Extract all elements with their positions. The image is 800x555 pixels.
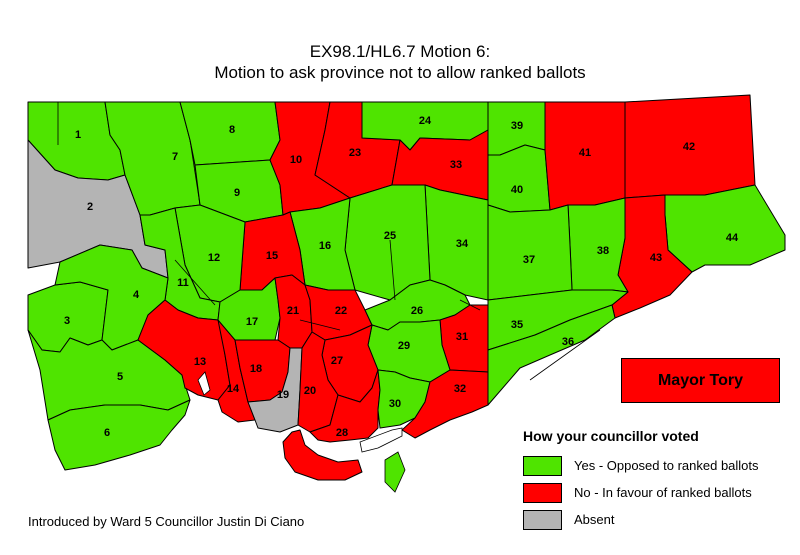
ward-label-15: 15 [266,250,278,262]
legend-label-yes: Yes - Opposed to ranked ballots [574,458,759,473]
ward-label-2: 2 [87,201,93,213]
legend-title: How your councillor voted [523,428,699,444]
ward-label-1: 1 [75,129,81,141]
ward-label-27: 27 [331,355,343,367]
ward-label-38: 38 [597,245,609,257]
ward-label-28: 28 [336,427,348,439]
ward-label-14: 14 [227,383,240,395]
ward-label-35: 35 [511,319,523,331]
ward-label-6: 6 [104,427,110,439]
legend-swatch-no [523,482,562,503]
ward-label-19: 19 [277,389,289,401]
ward-label-33: 33 [450,159,462,171]
mayor-vote-box: Mayor Tory [621,358,780,403]
ward-label-22: 22 [335,305,347,317]
ward-label-24: 24 [419,115,432,127]
ward-label-42: 42 [683,141,695,153]
ward-6 [47,399,191,471]
ward-28 [309,369,381,443]
legend-label-absent: Absent [574,512,615,527]
ward-label-5: 5 [117,371,123,383]
ward-label-37: 37 [523,254,535,266]
ward-label-7: 7 [172,151,178,163]
ward-label-29: 29 [398,340,410,352]
mayor-label: Mayor Tory [657,371,744,389]
legend-item-absent: Absent [523,506,793,533]
ward-36 [487,304,616,406]
ward-label-25: 25 [384,230,396,242]
ward-label-44: 44 [726,232,739,244]
ward-label-23: 23 [349,147,361,159]
ward-label-43: 43 [650,252,662,264]
legend-swatch-yes [523,455,562,476]
ward-label-3: 3 [64,315,70,327]
legend: How your councillor voted Yes - Opposed … [523,428,793,533]
legend-swatch-absent [523,509,562,530]
ward-label-10: 10 [290,154,302,166]
ward-label-36: 36 [562,336,574,348]
ward-28 [282,429,363,481]
map-title-line-2: Motion to ask province not to allow rank… [214,63,586,82]
ward-40 [487,144,551,213]
ward-label-34: 34 [456,238,469,250]
ward-44 [664,184,786,273]
ward-label-21: 21 [287,305,299,317]
ward-label-32: 32 [454,383,466,395]
ward-label-39: 39 [511,120,523,132]
ward-label-26: 26 [411,305,423,317]
ward-label-9: 9 [234,187,240,199]
ward-label-30: 30 [389,398,401,410]
ward-label-11: 11 [177,277,189,289]
ward-label-31: 31 [456,331,468,343]
ward-label-20: 20 [304,385,316,397]
footer-credit: Introduced by Ward 5 Councillor Justin D… [28,514,305,529]
map-title-line-1: EX98.1/HL6.7 Motion 6: [309,42,491,61]
ward-label-40: 40 [511,184,523,196]
ward-37 [487,204,573,301]
ward-label-4: 4 [133,289,140,301]
ward-32 [401,369,489,439]
ward-label-8: 8 [229,124,235,136]
ward-label-18: 18 [250,363,262,375]
legend-label-no: No - In favour of ranked ballots [574,485,752,500]
ward-label-41: 41 [579,147,591,159]
ward-label-17: 17 [246,316,258,328]
legend-item-yes: Yes - Opposed to ranked ballots [523,452,793,479]
ward-label-13: 13 [194,356,206,368]
legend-item-no: No - In favour of ranked ballots [523,479,793,506]
ward-label-16: 16 [319,240,331,252]
ward-label-12: 12 [208,252,220,264]
